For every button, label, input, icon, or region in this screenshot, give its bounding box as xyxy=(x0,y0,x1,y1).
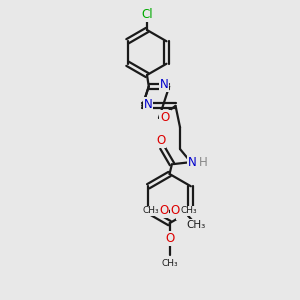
Text: CH₃: CH₃ xyxy=(186,220,205,230)
Text: CH₃: CH₃ xyxy=(142,206,159,215)
Text: O: O xyxy=(159,204,169,218)
Text: O: O xyxy=(172,207,180,218)
Text: Cl: Cl xyxy=(141,8,153,21)
Text: O: O xyxy=(160,111,169,124)
Text: CH₃: CH₃ xyxy=(180,206,197,215)
Text: N: N xyxy=(160,78,168,92)
Text: O: O xyxy=(172,207,180,218)
Text: O: O xyxy=(165,232,174,245)
Text: N: N xyxy=(143,98,152,111)
Text: H: H xyxy=(199,156,207,169)
Text: O: O xyxy=(156,134,166,148)
Text: O: O xyxy=(177,206,187,219)
Text: N: N xyxy=(188,156,197,169)
Text: CH₃: CH₃ xyxy=(161,259,178,268)
Text: O: O xyxy=(171,204,180,218)
